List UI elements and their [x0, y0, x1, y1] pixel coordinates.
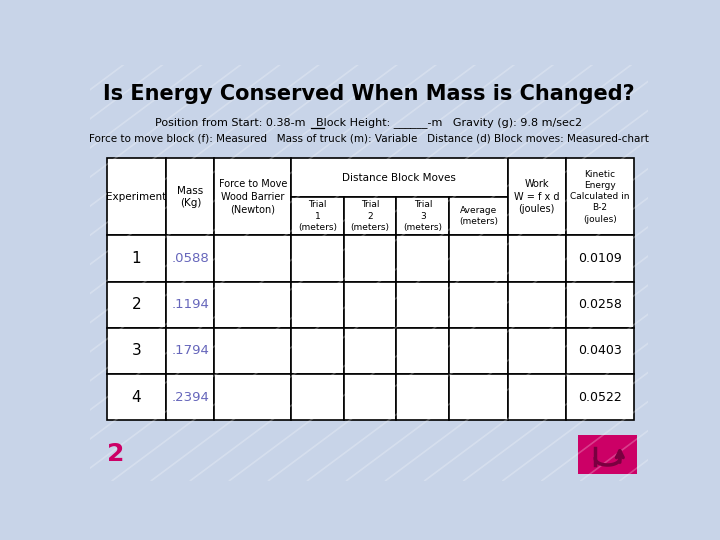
Bar	[397, 281, 449, 328]
Bar	[397, 235, 449, 281]
Bar	[107, 328, 166, 374]
Text: 0.0403: 0.0403	[578, 345, 622, 357]
Text: Force to move block (f): Measured   Mass of truck (m): Variable   Distance (d) B: Force to move block (f): Measured Mass o…	[89, 134, 649, 144]
Bar	[291, 158, 508, 197]
Bar	[166, 158, 215, 235]
Text: Trial
1
(meters): Trial 1 (meters)	[298, 200, 337, 232]
Bar	[107, 281, 166, 328]
Bar	[397, 197, 449, 235]
Bar	[449, 374, 508, 420]
Bar	[343, 235, 397, 281]
Bar	[166, 374, 215, 420]
Bar	[397, 328, 449, 374]
Bar	[343, 197, 397, 235]
Text: Kinetic
Energy
Calculated in
B-2
(joules): Kinetic Energy Calculated in B-2 (joules…	[570, 170, 630, 224]
Bar	[343, 374, 397, 420]
Text: 4: 4	[132, 390, 141, 404]
Bar	[566, 235, 634, 281]
Bar	[508, 328, 566, 374]
Bar	[566, 158, 634, 235]
Text: .2394: .2394	[171, 390, 210, 404]
Text: 1: 1	[132, 251, 141, 266]
Text: .1194: .1194	[171, 298, 210, 311]
Bar	[449, 197, 508, 235]
Bar	[508, 374, 566, 420]
Bar	[291, 235, 343, 281]
Bar	[166, 281, 215, 328]
Text: .1794: .1794	[171, 345, 210, 357]
Text: Is Energy Conserved When Mass is Changed?: Is Energy Conserved When Mass is Changed…	[103, 84, 635, 104]
Text: 0.0522: 0.0522	[578, 390, 622, 404]
Text: Position from Start: 0.38-m   Block Height: ______-m   Gravity (g): 9.8 m/sec2: Position from Start: 0.38-m Block Height…	[156, 117, 582, 127]
Bar	[578, 435, 637, 474]
Text: 2: 2	[107, 442, 124, 465]
Text: 0.0109: 0.0109	[578, 252, 622, 265]
Text: Work
W = f x d
(joules): Work W = f x d (joules)	[514, 179, 559, 214]
Text: Mass
(Kg): Mass (Kg)	[177, 186, 204, 208]
Bar	[291, 197, 343, 235]
Bar	[166, 328, 215, 374]
Bar	[508, 158, 566, 235]
Bar	[291, 281, 343, 328]
Bar	[566, 374, 634, 420]
Text: Trial
2
(meters): Trial 2 (meters)	[351, 200, 390, 232]
Bar	[107, 374, 166, 420]
Text: .0588: .0588	[171, 252, 210, 265]
Bar	[166, 235, 215, 281]
Bar	[449, 281, 508, 328]
Bar	[291, 328, 343, 374]
Bar	[107, 158, 166, 235]
Bar	[215, 374, 291, 420]
Bar	[343, 281, 397, 328]
Bar	[566, 328, 634, 374]
Text: Experiment: Experiment	[107, 192, 166, 202]
Bar	[107, 235, 166, 281]
Text: 3: 3	[132, 343, 141, 359]
Text: Distance Block Moves: Distance Block Moves	[343, 173, 456, 183]
Bar	[215, 158, 291, 235]
Bar	[215, 328, 291, 374]
Text: 2: 2	[132, 297, 141, 312]
Bar	[566, 281, 634, 328]
Text: 0.0258: 0.0258	[578, 298, 622, 311]
Bar	[508, 281, 566, 328]
Bar	[449, 328, 508, 374]
Bar	[397, 374, 449, 420]
Bar	[449, 235, 508, 281]
Text: Average
(meters): Average (meters)	[459, 206, 498, 226]
Text: Trial
3
(meters): Trial 3 (meters)	[403, 200, 442, 232]
Bar	[508, 235, 566, 281]
Bar	[291, 374, 343, 420]
Bar	[215, 281, 291, 328]
Text: Force to Move
Wood Barrier
(Newton): Force to Move Wood Barrier (Newton)	[219, 179, 287, 214]
Bar	[343, 328, 397, 374]
Bar	[215, 235, 291, 281]
